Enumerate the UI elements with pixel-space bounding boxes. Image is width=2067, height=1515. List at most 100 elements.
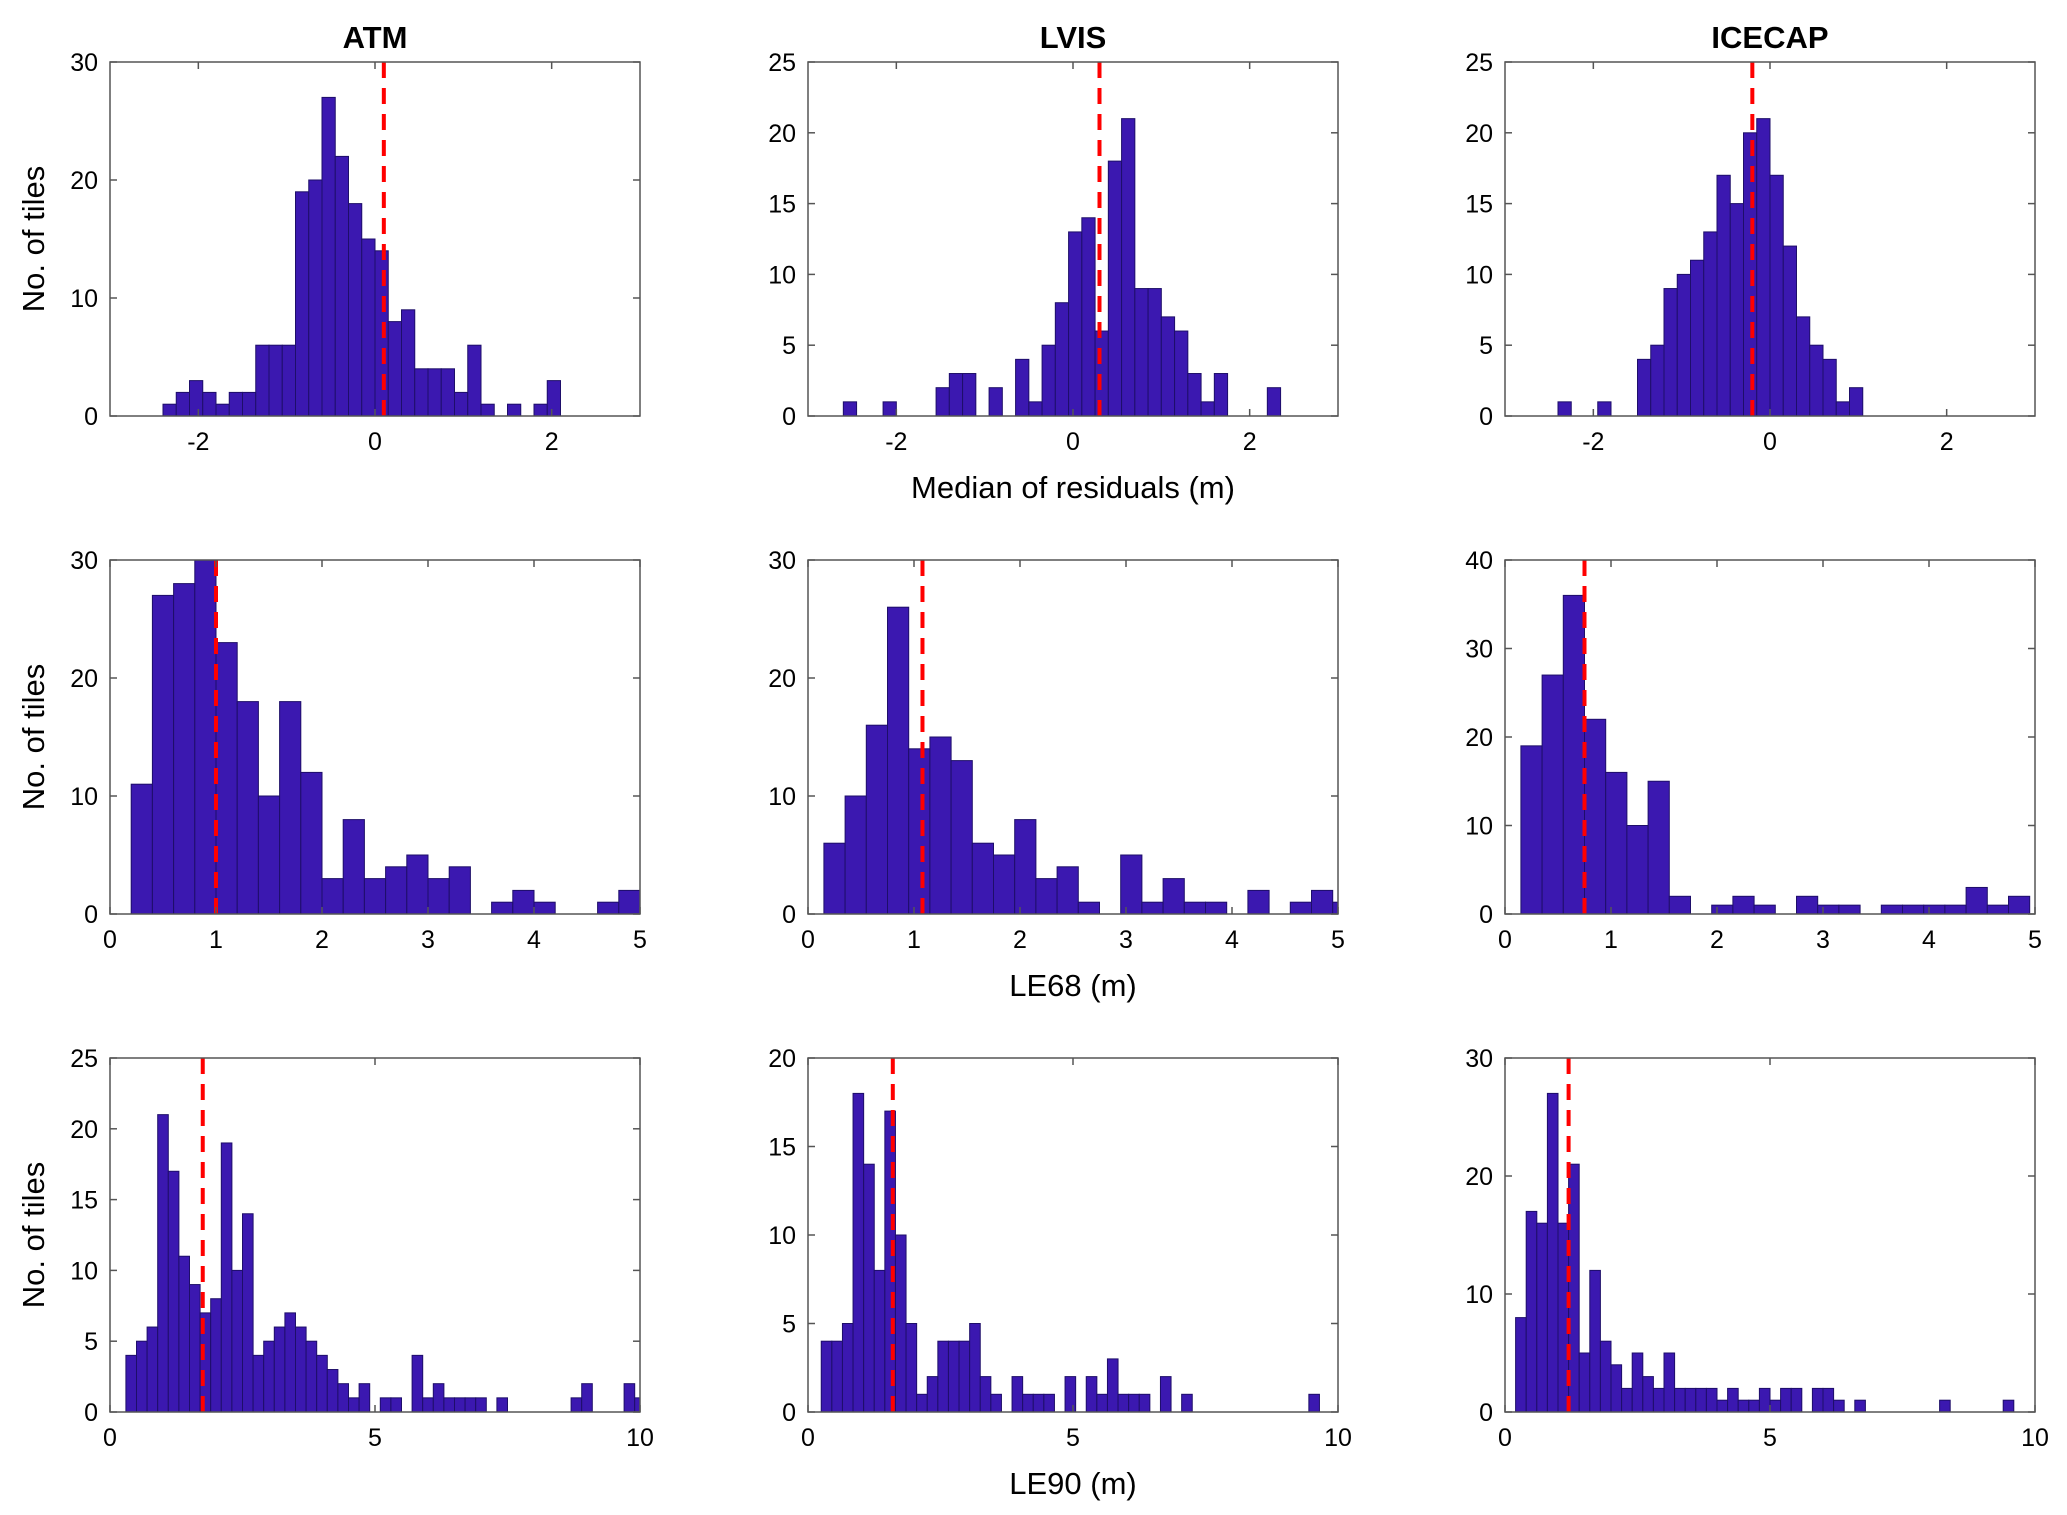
- histogram-bar: [1986, 904, 2010, 914]
- y-axis-label: No. of tiles: [16, 166, 51, 312]
- y-tick-label: 15: [70, 1187, 98, 1215]
- y-axis-label: No. of tiles: [16, 664, 51, 810]
- histogram-bar: [385, 866, 408, 914]
- histogram-bar: [348, 203, 363, 416]
- histogram-bar: [979, 1376, 992, 1412]
- histogram-bar: [1605, 771, 1628, 914]
- histogram-bar: [178, 1255, 190, 1412]
- y-tick-label: 0: [84, 1399, 98, 1427]
- y-tick-label: 20: [768, 1045, 796, 1073]
- x-axis-label: Median of residuals (m): [911, 470, 1235, 505]
- x-tick-label: 10: [1324, 1424, 1352, 1452]
- histogram-bar: [1200, 401, 1215, 416]
- histogram-bar: [1631, 1352, 1644, 1412]
- histogram-bar: [326, 1369, 339, 1412]
- histogram-bar: [379, 1397, 392, 1412]
- histogram-bar: [257, 795, 281, 914]
- histogram-bar: [1939, 1399, 1951, 1412]
- histogram-bar: [220, 1142, 233, 1412]
- y-tick-label: 40: [1465, 547, 1493, 575]
- histogram-bar: [308, 179, 323, 416]
- x-tick-label: 10: [2021, 1424, 2049, 1452]
- histogram-bar: [1247, 889, 1270, 914]
- histogram-bar: [1081, 217, 1096, 416]
- histogram-bar: [863, 1163, 875, 1412]
- y-tick-label: 10: [70, 783, 98, 811]
- histogram-bar: [215, 642, 238, 914]
- histogram-bar: [1120, 854, 1143, 914]
- histogram-bar: [189, 380, 204, 416]
- x-axis-label: LE90 (m): [1009, 1466, 1136, 1501]
- y-tick-label: 20: [768, 665, 796, 693]
- histogram-panel-5: 0 1 2 3 4 5 0 10 20 30 LE68 (m): [768, 547, 1345, 1003]
- histogram-bar: [295, 191, 310, 416]
- histogram-bar: [1663, 1352, 1676, 1412]
- histogram-bar: [268, 344, 283, 416]
- y-tick-label: 30: [768, 547, 796, 575]
- x-tick-label: 10: [626, 1424, 654, 1452]
- x-tick-label: 5: [2028, 926, 2042, 954]
- histogram-bar: [252, 1354, 265, 1412]
- histogram-bar: [1520, 745, 1543, 914]
- histogram-bar: [454, 391, 469, 416]
- y-tick-label: 5: [782, 1311, 796, 1339]
- histogram-bar: [842, 401, 858, 416]
- histogram-bar: [1068, 231, 1083, 416]
- histogram-bar: [905, 1323, 918, 1412]
- x-tick-label: 0: [801, 926, 815, 954]
- y-tick-label: 0: [1479, 901, 1493, 929]
- x-tick-label: 0: [103, 926, 117, 954]
- histogram-bar: [1266, 387, 1282, 416]
- x-tick-label: 2: [315, 926, 329, 954]
- x-tick-label: 3: [1816, 926, 1830, 954]
- y-tick-label: 20: [70, 665, 98, 693]
- histogram-bar: [491, 901, 514, 914]
- histogram-bar: [1663, 288, 1678, 416]
- x-tick-label: 0: [1763, 428, 1777, 456]
- x-tick-label: 0: [103, 1424, 117, 1452]
- histogram-bar: [1117, 1393, 1130, 1412]
- histogram-bar: [401, 309, 416, 416]
- panel-title: ATM: [343, 20, 408, 55]
- histogram-bar: [411, 1354, 424, 1412]
- histogram-bar: [935, 387, 950, 416]
- histogram-bar: [2002, 1399, 2015, 1412]
- histogram-bar: [1737, 1399, 1750, 1412]
- histogram-bar: [1822, 1387, 1835, 1412]
- histogram-bar: [962, 373, 977, 416]
- histogram-bar: [618, 889, 640, 914]
- histogram-bar: [1743, 132, 1758, 416]
- x-tick-label: 5: [633, 926, 647, 954]
- histogram-bar: [1106, 1358, 1119, 1412]
- histogram-bar: [1705, 1387, 1718, 1412]
- histogram-bar: [1676, 273, 1691, 416]
- x-tick-label: -2: [187, 428, 209, 456]
- histogram-bar: [1525, 1210, 1538, 1412]
- histogram-bar: [202, 391, 217, 416]
- histogram-bar: [125, 1354, 138, 1412]
- histogram-bar: [157, 1114, 169, 1412]
- histogram-bar: [570, 1397, 583, 1412]
- histogram-bar: [387, 321, 402, 416]
- histogram-bar: [1032, 1393, 1045, 1412]
- x-tick-label: 3: [421, 926, 435, 954]
- histogram-bar: [882, 401, 897, 416]
- histogram-bar: [480, 403, 495, 416]
- histogram-bar: [194, 560, 217, 914]
- histogram-bar: [1753, 904, 1776, 914]
- histogram-bar: [1833, 1399, 1845, 1412]
- y-tick-label: 10: [768, 1222, 796, 1250]
- histogram-bar: [255, 344, 270, 416]
- x-tick-label: 0: [1066, 428, 1080, 456]
- histogram-panel-6: 0 1 2 3 4 5 0 10 20 30 40: [1465, 547, 2042, 954]
- y-tick-label: 25: [768, 49, 796, 77]
- histogram-bar: [581, 1383, 593, 1412]
- histogram-bar: [1187, 373, 1202, 416]
- histogram-bar: [1041, 344, 1056, 416]
- x-tick-label: -2: [885, 428, 907, 456]
- histogram-bar: [1056, 866, 1079, 914]
- histogram-bar: [1213, 373, 1229, 416]
- x-tick-label: 0: [801, 1424, 815, 1452]
- histogram-bar: [242, 1213, 254, 1412]
